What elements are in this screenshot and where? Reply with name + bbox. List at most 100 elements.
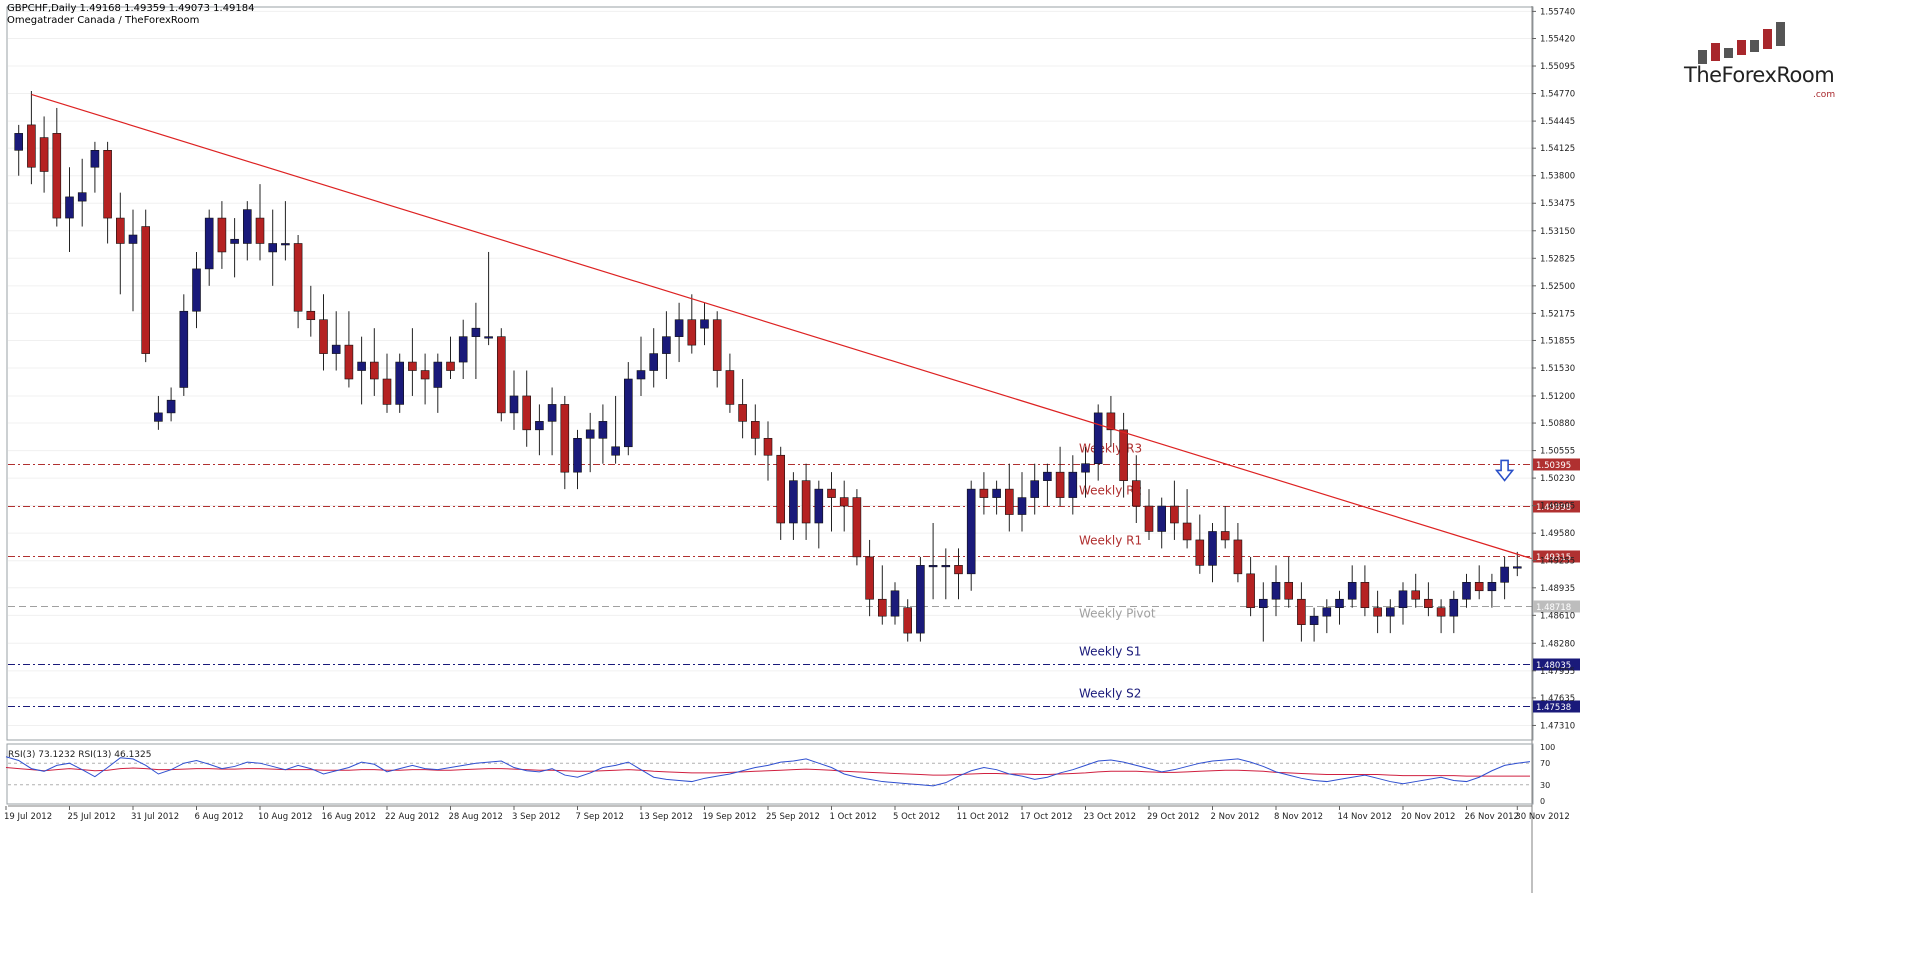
candle-body-66 [839,497,849,507]
candle-body-98 [1246,573,1255,609]
candle-body-88 [1119,429,1128,481]
logo-suffix: .com [1813,90,1835,100]
candle-body-1 [14,133,23,151]
price-tick-label-9: 1.52825 [1540,254,1575,264]
time-tick-label-0: 19 Jul 2012 [4,812,52,822]
candle-body-21 [268,243,278,253]
source-header: Omegatrader Canada / TheForexRoom [7,15,200,26]
candle-body-76 [966,488,976,575]
level-label-5: Weekly S2 [1079,687,1141,701]
candle-body-12 [154,412,163,422]
candle-body-50 [636,370,646,380]
candle-body-14 [179,310,189,388]
candle-body-117 [1487,581,1497,592]
price-tick-label-15: 1.50880 [1540,419,1575,429]
time-tick-label-12: 25 Sep 2012 [766,812,820,822]
time-tick-label-22: 20 Nov 2012 [1401,812,1455,822]
candle-body-91 [1157,505,1166,532]
candle-body-27 [344,344,354,380]
price-tick-label-7: 1.53475 [1540,199,1575,209]
level-label-3: Weekly Pivot [1079,607,1156,621]
time-tick-label-10: 13 Sep 2012 [639,812,693,822]
candle-body-82 [1043,471,1052,481]
time-tick-label-14: 5 Oct 2012 [893,812,940,822]
candle-body-111 [1411,590,1420,600]
price-tick-label-3: 1.54770 [1540,90,1575,100]
level-label-1: Weekly R2 [1079,484,1142,498]
candle-body-47 [598,421,608,439]
price-tick-label-25: 1.47635 [1540,694,1575,704]
time-tick-label-9: 7 Sep 2012 [576,812,624,822]
logo-bar-6 [1776,22,1785,46]
candle-body-41 [522,395,532,431]
candle-body-45 [573,437,582,473]
candle-body-11 [141,226,150,354]
level-price-tag-label-2: 1.49315 [1536,553,1571,563]
logo-bar-1 [1711,43,1720,61]
level-price-tag-3 [1533,600,1580,613]
price-tick-label-13: 1.51530 [1540,364,1575,374]
candle-body-42 [535,421,544,431]
candle-body-85 [1081,463,1090,473]
candle-body-89 [1132,480,1141,507]
candle-body-17 [217,217,227,253]
candle-body-79 [1004,488,1014,515]
logo-bar-5 [1763,29,1772,49]
candle-body-2 [27,124,36,168]
level-price-tag-4 [1533,658,1580,671]
rsi-label: RSI(3) 73.1232 RSI(13) 46.1325 [8,750,151,760]
candle-body-34 [433,361,443,388]
rsi-level-label-2: 30 [1540,781,1550,790]
level-price-tag-0 [1533,458,1580,471]
time-tick-label-1: 25 Jul 2012 [68,812,116,822]
candle-body-114 [1449,598,1459,617]
price-tick-label-26: 1.47310 [1540,721,1575,731]
candle-body-13 [166,399,176,414]
time-tick-label-13: 1 Oct 2012 [830,812,877,822]
candle-body-15 [192,268,201,312]
time-tick-label-15: 11 Oct 2012 [957,812,1010,822]
time-tick-label-18: 29 Oct 2012 [1147,812,1200,822]
level-price-tag-label-5: 1.47538 [1536,703,1571,713]
candle-body-75 [954,565,963,575]
candle-body-9 [116,217,125,244]
level-price-tag-label-3: 1.48718 [1536,603,1571,613]
candle-body-52 [662,336,671,354]
candle-body-28 [357,361,366,371]
candle-body-96 [1220,531,1230,541]
candle-body-110 [1398,590,1408,609]
candle-body-106 [1347,581,1357,600]
price-tick-label-12: 1.51855 [1540,336,1575,346]
candle-body-8 [103,150,112,219]
logo-brand: TheForexRoom [1683,63,1834,87]
candles [14,91,1522,642]
candle-body-61 [776,454,786,524]
symbol-header: GBPCHF,Daily 1.49168 1.49359 1.49073 1.4… [7,3,255,14]
rsi-pane-border [6,743,1534,805]
candle-body-77 [979,488,989,498]
candle-body-57 [725,370,735,405]
candle-body-56 [712,319,722,371]
candle-body-80 [1017,497,1027,515]
candle-body-30 [382,378,392,405]
candle-body-109 [1386,607,1395,617]
candle-body-95 [1208,531,1217,566]
rsi-level-label-0: 100 [1540,743,1555,752]
time-tick-label-3: 6 Aug 2012 [195,812,244,822]
price-tick-label-6: 1.53800 [1540,172,1575,182]
price-tick-label-8: 1.53150 [1540,227,1575,237]
candle-body-93 [1182,522,1192,541]
candle-body-4 [52,133,62,219]
candle-body-54 [687,319,697,346]
candle-body-6 [77,192,87,202]
candle-body-23 [293,243,303,312]
time-tick-label-21: 14 Nov 2012 [1338,812,1392,822]
candle-body-86 [1093,412,1103,465]
trendline [31,93,1533,560]
candle-body-60 [763,437,773,456]
rsi-level-label-3: 0 [1540,797,1545,806]
logo-bars-icon [1698,22,1785,64]
candle-body-116 [1474,581,1484,592]
candle-body-72 [916,565,925,634]
